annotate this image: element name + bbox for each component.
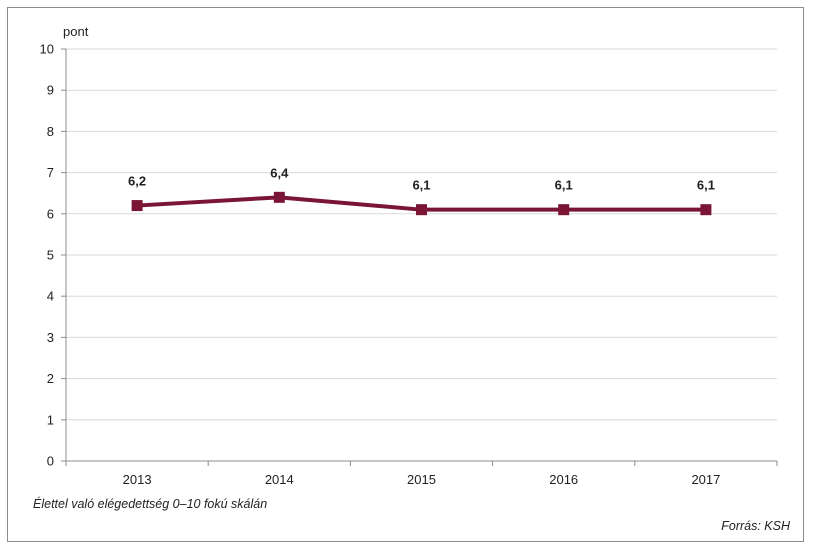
y-axis-ticks: 0 1 2 3 4 5 6 7 8 9 10 xyxy=(40,42,66,469)
y-tick-label: 9 xyxy=(47,83,54,98)
y-tick-label: 5 xyxy=(47,248,54,263)
y-tick-label: 6 xyxy=(47,206,54,221)
y-tick-label: 8 xyxy=(47,124,54,139)
chart-frame xyxy=(7,7,804,542)
y-tick-label: 1 xyxy=(47,412,54,427)
data-label: 6,1 xyxy=(412,178,430,193)
y-tick-label: 0 xyxy=(47,454,54,469)
x-tick-label: 2016 xyxy=(549,472,578,487)
x-tick-label: 2015 xyxy=(407,472,436,487)
y-axis-label: pont xyxy=(63,24,89,39)
data-label: 6,1 xyxy=(697,178,715,193)
data-label: 6,1 xyxy=(555,178,573,193)
y-tick-label: 2 xyxy=(47,371,54,386)
data-point xyxy=(700,204,712,216)
data-point xyxy=(416,204,427,216)
source-note: Forrás: KSH xyxy=(721,519,790,533)
gridlines xyxy=(66,48,777,421)
x-tick-label: 2017 xyxy=(691,472,720,487)
footnote: Élettel való elégedettség 0–10 fokú skál… xyxy=(33,497,268,511)
x-axis-ticks: 2013 2014 2015 2016 2017 xyxy=(65,461,778,487)
data-point xyxy=(558,204,570,216)
series-markers xyxy=(131,191,712,216)
y-tick-label: 3 xyxy=(47,330,54,345)
y-tick-label: 4 xyxy=(47,289,54,304)
data-labels: 6,2 6,4 6,1 6,1 6,1 xyxy=(128,165,715,192)
data-point xyxy=(131,200,143,212)
x-tick-label: 2013 xyxy=(123,472,152,487)
y-tick-label: 7 xyxy=(47,165,54,180)
data-label: 6,4 xyxy=(270,165,289,180)
data-label: 6,2 xyxy=(128,174,146,189)
x-tick-label: 2014 xyxy=(265,472,294,487)
y-tick-label: 10 xyxy=(40,42,54,57)
data-point xyxy=(273,191,285,203)
